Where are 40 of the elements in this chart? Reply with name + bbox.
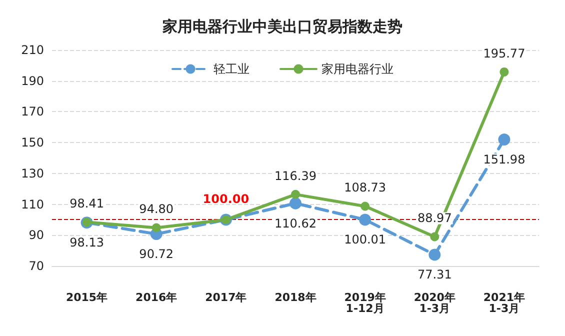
data-label: 108.73 xyxy=(344,180,386,195)
point xyxy=(291,190,300,199)
y-tick-label: 90 xyxy=(28,228,44,242)
y-tick-label: 110 xyxy=(21,197,44,212)
data-label: 90.72 xyxy=(139,247,174,262)
x-tick-label: 2017年 xyxy=(205,291,247,304)
data-label: 151.98 xyxy=(483,152,526,167)
point xyxy=(290,197,302,210)
data-label: 100.01 xyxy=(344,232,386,247)
data-label: 116.39 xyxy=(274,168,316,183)
x-tick-label: 2016年 xyxy=(136,291,178,304)
point xyxy=(430,232,440,242)
data-label: 110.62 xyxy=(274,216,316,230)
y-tick-label: 210 xyxy=(21,43,44,57)
y-tick-label: 150 xyxy=(21,136,44,150)
x-tick-label: 2018年 xyxy=(274,291,316,304)
chart-title: 家用电器行业中美出口贸易指数走势 xyxy=(162,18,402,36)
point xyxy=(359,214,372,226)
data-label: 88.97 xyxy=(417,211,452,226)
x-tick-label: 2019年 1-12月 xyxy=(344,291,386,315)
point xyxy=(428,248,441,261)
y-tick-label: 70 xyxy=(28,259,44,273)
point xyxy=(360,202,370,211)
y-tick-label: 130 xyxy=(21,166,44,180)
data-label: 98.13 xyxy=(70,236,104,250)
data-label: 98.41 xyxy=(70,196,104,211)
legend-label: 轻工业 xyxy=(214,62,250,76)
point xyxy=(498,134,510,146)
data-label: 195.77 xyxy=(483,46,526,60)
x-tick-label: 2020年 1-3月 xyxy=(414,291,456,315)
legend-label: 家用电器行业 xyxy=(322,62,394,76)
x-tick-label: 2021年 1-3月 xyxy=(483,291,526,315)
y-tick-label: 170 xyxy=(21,104,44,119)
annotation: 100.00 xyxy=(202,192,250,206)
point xyxy=(152,223,161,232)
data-label: 77.31 xyxy=(417,268,452,282)
x-tick-label: 2015年 xyxy=(66,291,108,304)
point xyxy=(500,67,509,76)
data-label: 94.80 xyxy=(139,202,174,216)
y-tick-label: 190 xyxy=(21,74,44,88)
